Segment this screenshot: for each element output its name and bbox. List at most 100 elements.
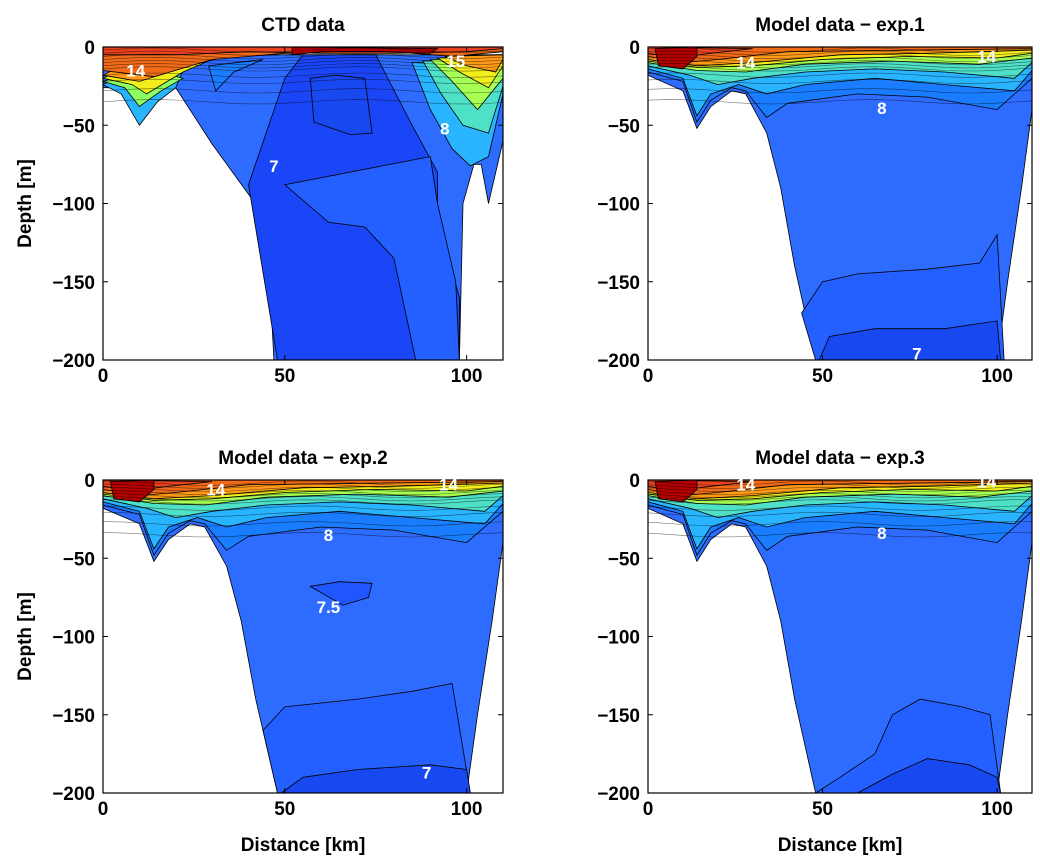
contour-line (647, 63, 1033, 69)
contour-line (102, 490, 504, 496)
y-tick-label: −100 (52, 195, 95, 216)
contour-label: 14 (206, 480, 225, 499)
contour-line (102, 505, 504, 511)
contour-line (102, 66, 504, 72)
x-axis-label: Distance [km] (241, 835, 366, 856)
panel-2: 0 50 100 0 −50 −100 −150 −200 Model data − exp.1… (597, 15, 1033, 387)
y-tick-label: −200 (52, 784, 95, 805)
y-tick-label: −100 (52, 628, 95, 649)
contour-label: 14 (736, 476, 755, 495)
contour-line (647, 53, 1033, 59)
contour-line (102, 483, 504, 489)
contour-line (647, 99, 1033, 105)
y-tick-label: −50 (608, 116, 640, 137)
contour-line (102, 50, 504, 56)
x-tick-label: 100 (981, 799, 1013, 820)
contour-line (647, 496, 1033, 502)
y-tick-label: 0 (629, 471, 640, 492)
contour-line (647, 505, 1033, 511)
contour-line (102, 99, 504, 105)
contour-line (102, 47, 504, 53)
y-tick-label: −150 (52, 273, 95, 294)
panel-title: Model data − exp.2 (218, 448, 387, 469)
contour-label: 8 (324, 526, 333, 545)
y-axis-label: Depth [m] (15, 159, 36, 248)
contour-line (647, 66, 1033, 72)
y-tick-label: −100 (597, 195, 640, 216)
contour-label: 7.5 (317, 598, 341, 617)
contour-label: 8 (877, 99, 886, 118)
x-tick-label: 0 (98, 366, 109, 387)
contour-label: 14 (977, 473, 996, 492)
x-tick-label: 0 (643, 799, 654, 820)
contour-line (647, 532, 1033, 538)
y-tick-label: −200 (597, 351, 640, 372)
y-tick-label: 0 (84, 471, 95, 492)
contour-line (102, 53, 504, 59)
contour-label: 15 (446, 52, 465, 71)
x-tick-label: 50 (274, 366, 295, 387)
y-tick-label: 0 (629, 38, 640, 59)
contour-line (647, 50, 1033, 56)
contour-line (647, 511, 1033, 517)
contour-line (102, 511, 504, 517)
contour-line (102, 60, 504, 66)
contour-line (647, 480, 1033, 486)
contour-label: 8 (440, 119, 449, 138)
y-tick-label: −150 (597, 273, 640, 294)
contour-line (102, 88, 504, 94)
x-tick-label: 100 (451, 799, 483, 820)
panel-title: CTD data (261, 15, 345, 36)
y-axis-label: Depth [m] (15, 592, 36, 681)
y-tick-label: −100 (597, 628, 640, 649)
contour-band (309, 581, 373, 606)
contour-line (647, 489, 1033, 496)
contour-label: 7 (912, 345, 921, 364)
contour-line (647, 486, 1033, 492)
panel-1: 0 50 100 0 −50 −100 −150 −200 CTD data Depth [m] 1… (15, 15, 504, 387)
contour-line (102, 72, 504, 78)
contour-line (647, 78, 1033, 84)
y-tick-label: −50 (63, 116, 95, 137)
x-tick-label: 0 (643, 366, 654, 387)
contour-line (647, 493, 1033, 499)
contour-band (444, 54, 504, 73)
contour-line (647, 88, 1033, 94)
contour-label: 8 (877, 524, 886, 543)
contour-line (102, 499, 504, 505)
contour-line (647, 47, 1033, 53)
x-tick-label: 100 (981, 366, 1013, 387)
contour-line (102, 56, 504, 63)
x-tick-label: 0 (98, 799, 109, 820)
contour-line (102, 480, 504, 486)
contour-line (647, 60, 1033, 66)
contour-label: 7 (269, 157, 278, 176)
panel-title: Model data − exp.1 (755, 15, 925, 36)
y-tick-label: −50 (63, 549, 95, 570)
contour-line (102, 486, 504, 492)
x-tick-label: 50 (812, 366, 833, 387)
contour-line (102, 521, 504, 527)
contour-line (102, 532, 504, 538)
x-tick-label: 50 (274, 799, 295, 820)
contour-label: 14 (736, 54, 755, 73)
contour-line (102, 493, 504, 499)
contour-label: 7 (422, 764, 431, 783)
y-tick-label: −200 (52, 351, 95, 372)
y-tick-label: −200 (597, 784, 640, 805)
contour-line (647, 72, 1033, 78)
contour-label: 14 (126, 61, 145, 80)
contour-line (647, 521, 1033, 527)
contour-line (647, 57, 1033, 63)
x-tick-label: 50 (812, 799, 833, 820)
y-tick-label: −150 (597, 706, 640, 727)
contour-label: 14 (439, 476, 458, 495)
contour-line (102, 496, 504, 502)
contour-line (647, 483, 1033, 489)
x-tick-label: 100 (451, 366, 483, 387)
contour-label: 14 (977, 47, 996, 66)
contour-line (102, 63, 504, 69)
panel-3: 0 50 100 0 −50 −100 −150 −200 Model data − exp.2… (15, 448, 504, 856)
contour-line (647, 499, 1033, 505)
